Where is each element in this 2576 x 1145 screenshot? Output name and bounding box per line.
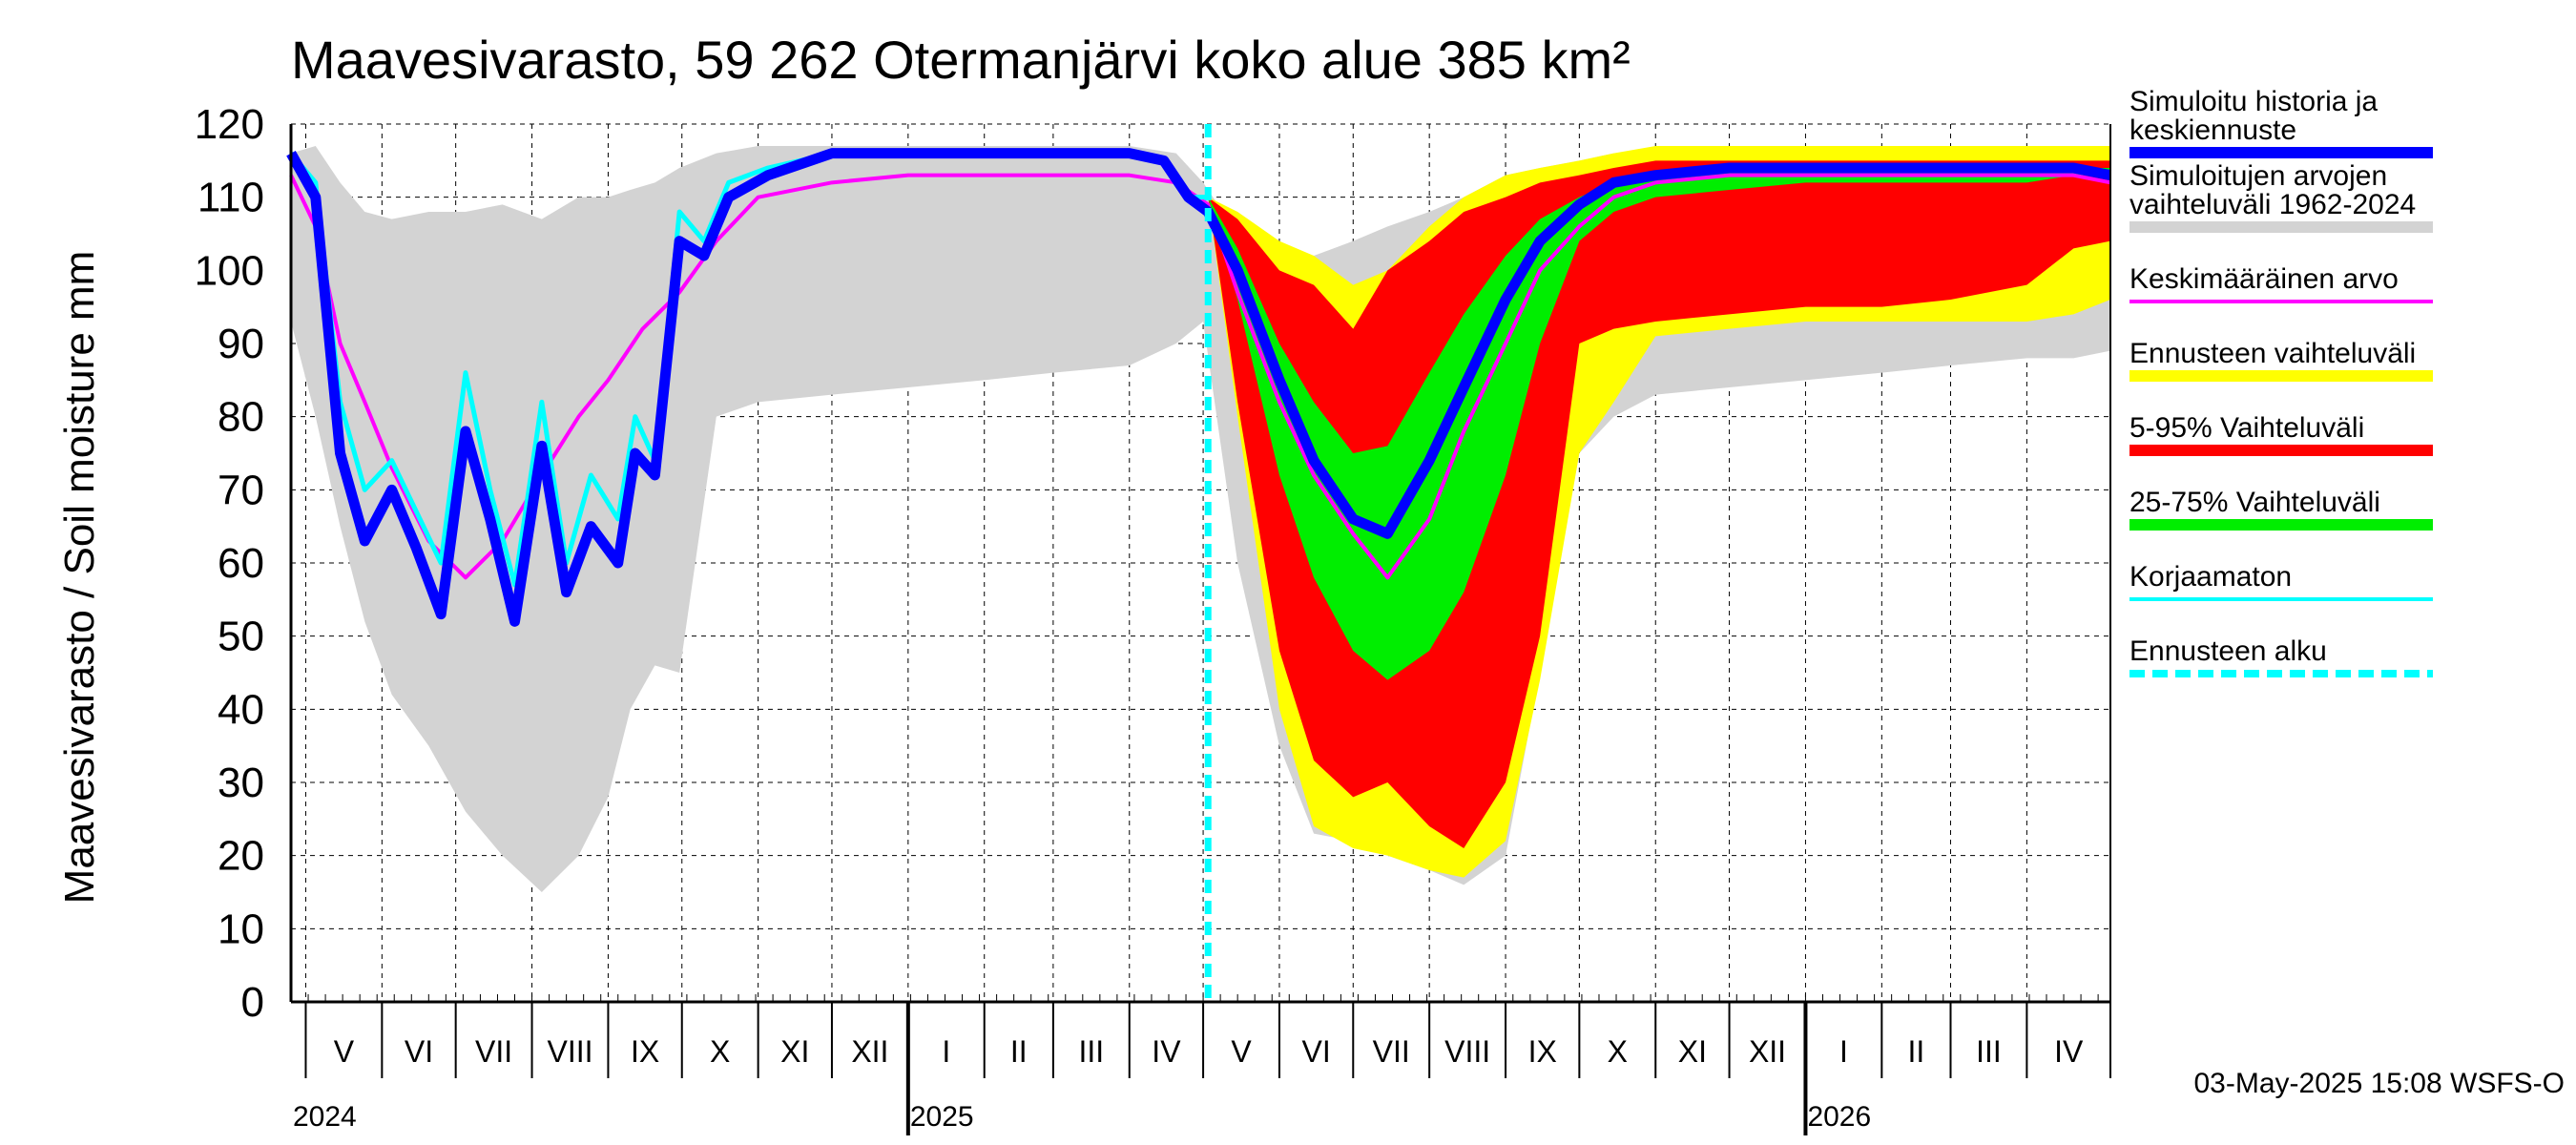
month-label: X (1608, 1034, 1628, 1069)
month-label: II (1010, 1034, 1028, 1069)
y-tick-label: 60 (218, 540, 264, 587)
year-label: 2024 (293, 1101, 357, 1133)
month-label: X (710, 1034, 730, 1069)
legend-forecast-range: Ennusteen vaihteluväli (2129, 338, 2433, 382)
legend-forecast-start: Ennusteen alku (2129, 635, 2433, 677)
legend-label: 25-75% Vaihteluväli (2129, 487, 2380, 518)
month-label: I (1839, 1034, 1848, 1069)
legend-label: keskiennuste (2129, 114, 2296, 146)
y-tick-label: 40 (218, 686, 264, 733)
y-tick-label: 70 (218, 467, 264, 513)
month-label: I (942, 1034, 950, 1069)
legend: Simuloitu historia jakeskiennusteSimuloi… (2129, 86, 2433, 677)
legend-label: vaihteluväli 1962-2024 (2129, 189, 2416, 220)
legend-label: Korjaamaton (2129, 561, 2292, 593)
y-tick-label: 80 (218, 394, 264, 441)
month-label: III (1078, 1034, 1104, 1069)
month-label: XI (1678, 1034, 1707, 1069)
timestamp: 03-May-2025 15:08 WSFS-O (2194, 1068, 2566, 1099)
month-label: VI (405, 1034, 433, 1069)
y-tick-label: 0 (241, 979, 264, 1026)
month-label: VI (1302, 1034, 1331, 1069)
legend-label: Simuloitujen arvojen (2129, 160, 2387, 192)
month-label: VII (1373, 1034, 1410, 1069)
month-label: VIII (547, 1034, 592, 1069)
month-label: IV (2054, 1034, 2084, 1069)
month-label: IV (1152, 1034, 1181, 1069)
month-label: III (1976, 1034, 2002, 1069)
legend-mean: Keskimääräinen arvo (2129, 263, 2433, 303)
legend-label: Ennusteen alku (2129, 635, 2327, 667)
y-tick-label: 100 (195, 247, 264, 294)
band-5-95 (1208, 160, 2110, 849)
month-label: IX (631, 1034, 659, 1069)
y-axis-label: Maavesivarasto / Soil moisture mm (56, 251, 103, 905)
month-label: VIII (1444, 1034, 1490, 1069)
legend-label: Keskimääräinen arvo (2129, 263, 2399, 295)
month-label: V (334, 1034, 355, 1069)
legend-label: Simuloitu historia ja (2129, 86, 2378, 117)
year-label: 2025 (910, 1101, 974, 1133)
month-label: XII (1749, 1034, 1786, 1069)
y-tick-label: 110 (197, 175, 264, 221)
legend-25-75: 25-75% Vaihteluväli (2129, 487, 2433, 531)
legend-uncorrected: Korjaamaton (2129, 561, 2433, 601)
year-label: 2026 (1807, 1101, 1871, 1133)
month-label: VII (475, 1034, 512, 1069)
y-tick-label: 10 (218, 906, 264, 952)
month-label: II (1908, 1034, 1925, 1069)
chart-title: Maavesivarasto, 59 262 Otermanjärvi koko… (291, 30, 1631, 90)
legend-5-95: 5-95% Vaihteluväli (2129, 412, 2433, 456)
month-label: XII (851, 1034, 888, 1069)
month-label: V (1231, 1034, 1252, 1069)
y-tick-label: 90 (218, 321, 264, 367)
y-tick-label: 50 (218, 614, 264, 660)
month-label: IX (1528, 1034, 1557, 1069)
band-25-75 (1208, 168, 2110, 680)
y-tick-label: 30 (218, 760, 264, 806)
legend-label: 5-95% Vaihteluväli (2129, 412, 2364, 444)
y-tick-label: 20 (218, 833, 264, 880)
y-tick-label: 120 (195, 101, 264, 148)
series-simulated-line (286, 148, 2112, 627)
month-label: XI (780, 1034, 809, 1069)
legend-label: Ennusteen vaihteluväli (2129, 338, 2416, 369)
